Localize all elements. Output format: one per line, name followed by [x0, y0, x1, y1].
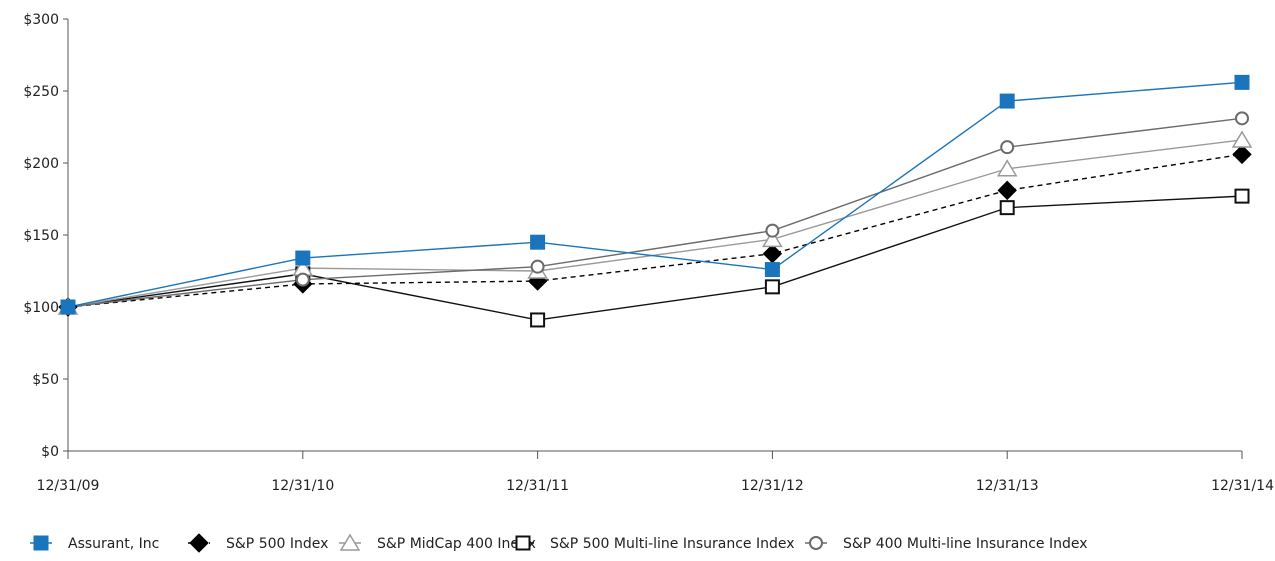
- data-point: [1235, 111, 1249, 126]
- data-point: [530, 234, 546, 250]
- legend-label: S&P 400 Multi-line Insurance Index: [843, 536, 1088, 552]
- legend-marker-swatch: [189, 533, 209, 553]
- y-tick-label: $250: [23, 84, 59, 100]
- y-tick-label: $300: [23, 12, 59, 28]
- data-point: [999, 200, 1015, 216]
- series-line: [67, 195, 1243, 321]
- legend-item: S&P 500 Index: [188, 533, 328, 553]
- axes: $0 $50 $100 $150 $200 $250 $300 12/31/09 12/31/1…: [23, 12, 1274, 494]
- legend-item: S&P MidCap 400 Index: [339, 533, 536, 552]
- data-point: [60, 299, 76, 315]
- y-tick-label: $150: [23, 228, 59, 244]
- series-line: [67, 117, 1243, 308]
- x-tick-label: 12/31/14: [1211, 478, 1274, 494]
- series-line: [67, 153, 1243, 308]
- legend-label: S&P 500 Multi-line Insurance Index: [550, 536, 795, 552]
- series-lines: [67, 81, 1243, 321]
- legend-item: S&P 400 Multi-line Insurance Index: [805, 536, 1088, 552]
- x-tick-label: 12/31/09: [37, 478, 100, 494]
- series-line: [67, 81, 1243, 308]
- data-point: [997, 180, 1017, 201]
- data-point: [765, 223, 780, 238]
- series-markers: [57, 74, 1253, 328]
- legend-item: S&P 500 Multi-line Insurance Index: [512, 535, 795, 552]
- legend-marker-swatch: [339, 533, 361, 551]
- data-point: [762, 229, 783, 248]
- data-point: [530, 312, 546, 328]
- y-tick-label: $50: [32, 372, 59, 388]
- legend-marker-swatch: [515, 535, 531, 551]
- y-tick-label: $0: [41, 444, 59, 460]
- legend-label: S&P 500 Index: [226, 536, 328, 552]
- data-point: [996, 159, 1018, 177]
- data-point: [999, 93, 1015, 109]
- x-tick-label: 12/31/11: [506, 478, 569, 494]
- data-point: [1231, 130, 1253, 148]
- x-tick-label: 12/31/10: [271, 478, 334, 494]
- data-point: [1000, 140, 1015, 155]
- data-point: [1234, 188, 1250, 204]
- data-point: [1234, 74, 1250, 90]
- data-point: [530, 259, 545, 274]
- legend-label: S&P MidCap 400 Index: [377, 536, 536, 552]
- legend-marker-swatch: [33, 535, 49, 551]
- data-point: [764, 262, 780, 278]
- y-tick-label: $200: [23, 156, 59, 172]
- x-tick-label: 12/31/13: [976, 478, 1039, 494]
- data-point: [1232, 144, 1252, 165]
- legend-label: Assurant, Inc: [68, 536, 159, 552]
- data-point: [764, 279, 780, 295]
- series-line: [67, 139, 1243, 308]
- legend-marker-swatch: [809, 536, 823, 550]
- data-point: [762, 244, 783, 264]
- legend-item: Assurant, Inc: [30, 535, 159, 552]
- legend: Assurant, Inc S&P 500 Index S&P MidCap 400…: [30, 533, 1088, 553]
- data-point: [295, 272, 310, 287]
- data-point: [295, 250, 311, 266]
- y-tick-label: $100: [23, 300, 59, 316]
- x-tick-label: 12/31/12: [741, 478, 804, 494]
